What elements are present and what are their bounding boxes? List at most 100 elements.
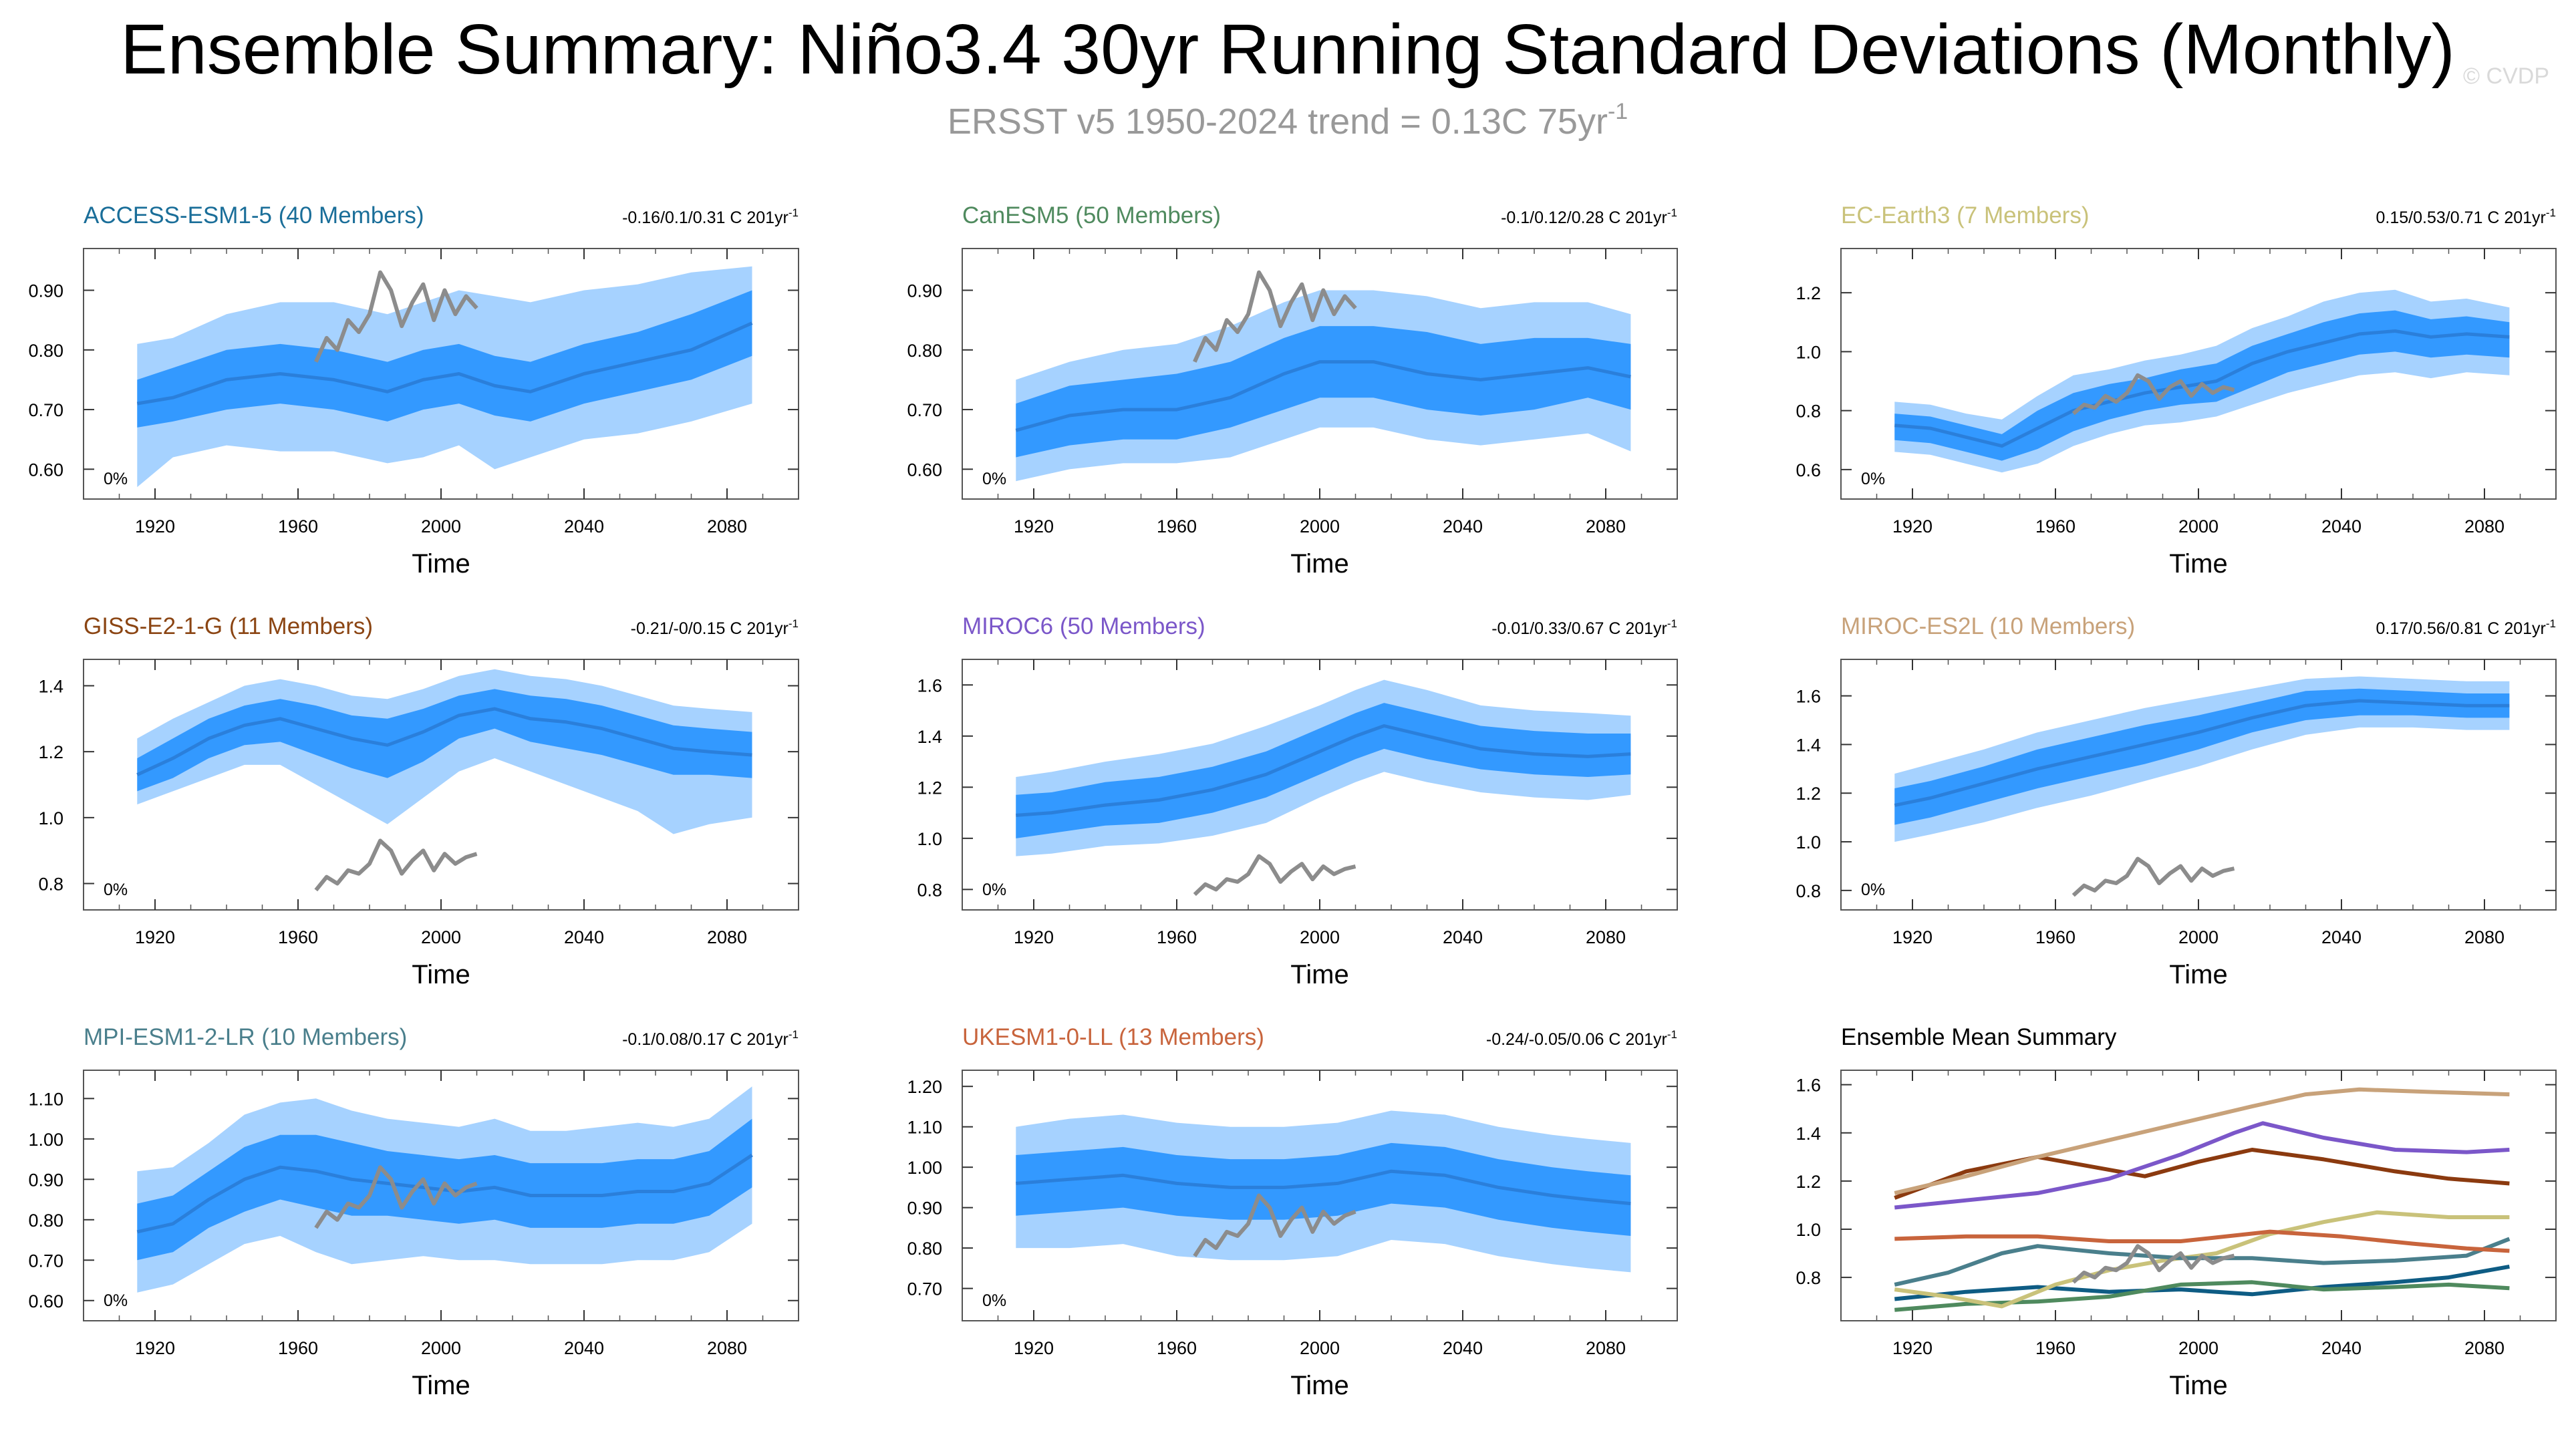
x-tick-label: 2000	[2178, 516, 2219, 536]
percent-label: 0%	[104, 470, 128, 488]
observation-line	[2071, 856, 2235, 897]
x-tick-label: 1920	[1892, 516, 1933, 536]
plot-area	[136, 669, 752, 892]
x-tick-label: 2080	[707, 516, 747, 536]
trend-superscript: -1	[2546, 206, 2556, 219]
x-tick-label: 2040	[564, 927, 604, 947]
observation-line	[314, 270, 478, 363]
x-tick-label: 1960	[2035, 516, 2076, 536]
y-tick-label: 0.80	[28, 1211, 63, 1231]
observation-line	[2071, 373, 2235, 416]
series-line	[1894, 1264, 2510, 1301]
plot-area	[136, 266, 753, 488]
percent-label: 0%	[982, 881, 1006, 899]
trend-text: 0.15/0.53/0.71 C 201yr	[2376, 208, 2546, 227]
x-tick-label: 2040	[2321, 1338, 2362, 1358]
x-tick-label: 1960	[278, 516, 318, 536]
y-tick-label: 1.2	[1796, 1172, 1821, 1192]
panel-grid: ACCESS-ESM1-5 (40 Members) -0.16/0.1/0.31…	[28, 202, 2557, 1400]
trend-text: -0.24/-0.05/0.06 C 201yr	[1486, 1030, 1667, 1049]
y-tick-label: 0.80	[907, 1239, 942, 1259]
plot-area	[1894, 676, 2510, 897]
observation-line	[1193, 270, 1357, 363]
y-tick-label: 0.90	[28, 1170, 63, 1190]
y-tick-label: 1.20	[907, 1077, 942, 1097]
plot-area	[136, 1086, 753, 1293]
y-tick-label: 0.60	[907, 460, 942, 480]
x-tick-label: 1920	[1014, 516, 1054, 536]
trend-text: -0.1/0.08/0.17 C 201yr	[622, 1030, 789, 1049]
panel-title: Ensemble Mean Summary	[1841, 1024, 2117, 1050]
y-tick-label: 1.6	[917, 675, 942, 695]
trend-text: -0.01/0.33/0.67 C 201yr	[1491, 619, 1667, 638]
y-tick-label: 0.60	[28, 460, 63, 480]
panel-trend-text: -0.1/0.08/0.17 C 201yr-1	[622, 1028, 799, 1049]
percent-label: 0%	[982, 1291, 1006, 1310]
plot-area	[1894, 1087, 2511, 1312]
panel-title: GISS-E2-1-G (11 Members)	[84, 613, 373, 639]
panel-title: UKESM1-0-LL (13 Members)	[962, 1024, 1264, 1050]
observation-line	[314, 838, 478, 892]
x-tick-label: 1960	[1157, 516, 1197, 536]
x-axis-label: Time	[1290, 1371, 1348, 1400]
x-tick-label: 2000	[1300, 516, 1340, 536]
trend-superscript: -1	[1667, 206, 1677, 219]
y-tick-label: 1.4	[917, 727, 942, 747]
trend-superscript: -1	[2546, 617, 2556, 630]
y-tick-label: 0.70	[28, 1251, 63, 1271]
trend-text: -0.1/0.12/0.28 C 201yr	[1501, 208, 1667, 227]
panel-trend-text: -0.21/-0/0.15 C 201yr-1	[631, 617, 799, 638]
y-tick-label: 1.2	[1796, 283, 1821, 303]
panel-title: MIROC6 (50 Members)	[962, 613, 1205, 639]
x-tick-label: 1920	[1014, 1338, 1054, 1358]
plot-area	[1016, 679, 1631, 897]
ensemble-spread-inner	[1016, 326, 1631, 458]
trend-superscript: -1	[1667, 1028, 1677, 1041]
figure-subtitle: ERSST v5 1950-2024 trend = 0.13C 75yr-1	[948, 99, 1628, 142]
series-line	[1894, 1087, 2510, 1195]
x-axis-label: Time	[412, 960, 470, 989]
trend-text: -0.21/-0/0.15 C 201yr	[631, 619, 789, 638]
y-tick-label: 0.8	[1796, 402, 1821, 422]
figure-title: Ensemble Summary: Niño3.4 30yr Running S…	[120, 10, 2455, 89]
x-tick-label: 2040	[564, 1338, 604, 1358]
trend-superscript: -1	[789, 617, 799, 630]
x-tick-label: 1920	[135, 1338, 175, 1358]
observation-line	[314, 1165, 478, 1229]
panel-trend-text: -0.24/-0.05/0.06 C 201yr-1	[1486, 1028, 1677, 1049]
chart-panel: EC-Earth3 (7 Members) 0.15/0.53/0.71 C 20…	[1796, 202, 2557, 579]
panel-trend-text: 0.15/0.53/0.71 C 201yr-1	[2376, 206, 2556, 227]
x-axis-label: Time	[412, 1371, 470, 1400]
y-tick-label: 1.4	[1796, 1124, 1821, 1144]
percent-label: 0%	[1861, 881, 1885, 899]
panel-trend-text: -0.1/0.12/0.28 C 201yr-1	[1501, 206, 1677, 227]
y-tick-label: 1.0	[38, 808, 63, 828]
y-tick-label: 0.8	[1796, 881, 1821, 901]
y-tick-label: 1.0	[1796, 832, 1821, 852]
y-tick-label: 1.00	[28, 1130, 63, 1150]
series-line	[1894, 1229, 2510, 1253]
x-tick-label: 1920	[1892, 927, 1933, 947]
ensemble-spread-inner	[1016, 1142, 1631, 1236]
y-tick-label: 0.90	[907, 281, 942, 301]
y-tick-label: 1.10	[907, 1118, 942, 1138]
observation-line	[1193, 1193, 1356, 1257]
panel-trend-text: -0.01/0.33/0.67 C 201yr-1	[1491, 617, 1677, 638]
y-tick-label: 1.2	[1796, 784, 1821, 804]
ensemble-mean-line	[1015, 360, 1631, 432]
x-tick-label: 1920	[135, 516, 175, 536]
chart-panel: UKESM1-0-LL (13 Members) -0.24/-0.05/0.06…	[907, 1024, 1678, 1400]
x-tick-label: 2080	[1586, 927, 1626, 947]
x-tick-label: 1960	[278, 1338, 318, 1358]
x-axis-label: Time	[1290, 549, 1348, 579]
ensemble-mean-line	[1016, 724, 1631, 817]
series-line	[1894, 1121, 2510, 1210]
x-tick-label: 1960	[1157, 927, 1197, 947]
y-tick-label: 1.10	[28, 1089, 63, 1109]
y-tick-label: 0.8	[917, 880, 942, 900]
chart-panel: MPI-ESM1-2-LR (10 Members) -0.1/0.08/0.17…	[28, 1024, 799, 1400]
x-tick-label: 2040	[2321, 927, 2362, 947]
trend-superscript: -1	[1667, 617, 1677, 630]
x-tick-label: 2080	[707, 1338, 747, 1358]
y-tick-label: 0.80	[28, 341, 63, 361]
